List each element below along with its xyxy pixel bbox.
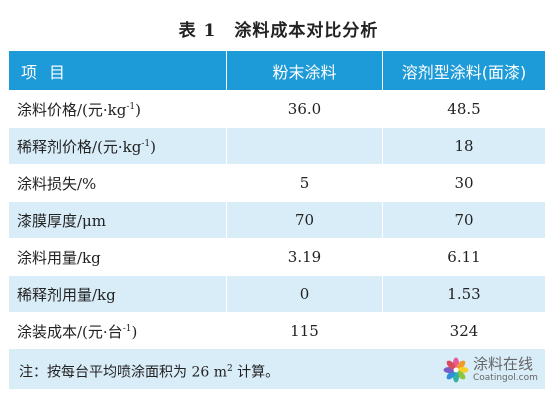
column-header-powder: 粉末涂料 — [226, 51, 382, 90]
watermark-name: 涂料在线 — [473, 355, 534, 373]
powder-value: 70 — [226, 201, 382, 238]
solvent-value: 48.5 — [382, 90, 545, 127]
solvent-value: 70 — [382, 201, 545, 238]
solvent-value: 1.53 — [382, 275, 545, 312]
row-label: 稀释剂价格/(元·kg-1) — [9, 127, 226, 164]
watermark-domain: Coatingol.com — [473, 373, 538, 383]
powder-value: 36.0 — [226, 90, 382, 127]
column-header-solvent: 溶剂型涂料(面漆) — [382, 51, 545, 90]
row-label: 涂料用量/kg — [9, 238, 226, 275]
table-row: 涂装成本/(元·台-1) 115 324 — [9, 312, 545, 349]
table-row: 漆膜厚度/μm 70 70 — [9, 201, 545, 238]
table-row: 涂料用量/kg 3.19 6.11 — [9, 238, 545, 275]
table-title: 表 1 涂料成本对比分析 — [178, 21, 379, 41]
solvent-value: 324 — [382, 312, 545, 349]
table-row: 稀释剂价格/(元·kg-1) 18 — [9, 127, 545, 164]
table-row: 涂料损失/% 5 30 — [9, 164, 545, 201]
cost-comparison-table: 项目 粉末涂料 溶剂型涂料(面漆) 涂料价格/(元·kg-1) 36.0 48.… — [9, 51, 545, 349]
solvent-value: 6.11 — [382, 238, 545, 275]
powder-value: 115 — [226, 312, 382, 349]
solvent-value: 18 — [382, 127, 545, 164]
powder-value: 3.19 — [226, 238, 382, 275]
table-row: 涂料价格/(元·kg-1) 36.0 48.5 — [9, 90, 545, 127]
powder-value — [226, 127, 382, 164]
row-label: 涂料损失/% — [9, 164, 226, 201]
row-label: 稀释剂用量/kg — [9, 275, 226, 312]
row-label: 涂料价格/(元·kg-1) — [9, 90, 226, 127]
flower-logo-icon — [443, 357, 469, 383]
table-header-row: 项目 粉末涂料 溶剂型涂料(面漆) — [9, 51, 545, 90]
powder-value: 0 — [226, 275, 382, 312]
column-header-item: 项目 — [9, 51, 226, 90]
table-row: 稀释剂用量/kg 0 1.53 — [9, 275, 545, 312]
row-label: 漆膜厚度/μm — [9, 201, 226, 238]
watermark: 涂料在线 Coatingol.com — [443, 357, 538, 383]
solvent-value: 30 — [382, 164, 545, 201]
row-label: 涂装成本/(元·台-1) — [9, 312, 226, 349]
powder-value: 5 — [226, 164, 382, 201]
